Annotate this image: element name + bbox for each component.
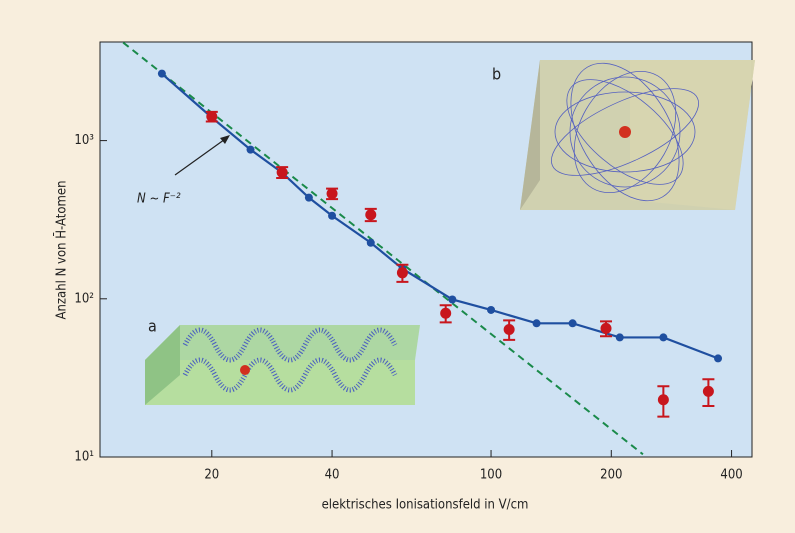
data-point [504,324,515,335]
data-point [327,188,338,199]
data-point [440,308,451,319]
data-point [277,167,288,178]
inset-a [145,325,420,405]
data-point [714,354,722,362]
x-tick-label: 100 [480,468,502,483]
data-point [365,209,376,220]
y-axis-label: Anzahl N von H̄-Atomen [54,180,69,319]
x-tick-label: 20 [204,468,219,483]
data-point [601,323,612,334]
data-point [533,319,541,327]
annotation: b [492,65,501,84]
annotation: a [148,317,157,336]
chart: a b N ~ F⁻² elektrisches Ionisationsfeld… [0,0,795,533]
inset-b [520,45,755,220]
data-point [158,70,166,78]
x-tick-label: 400 [720,468,742,483]
x-tick-label: 200 [600,468,622,483]
data-point [487,306,495,314]
data-point [658,394,669,405]
data-point [367,239,375,247]
data-point [659,333,667,341]
x-axis-label: elektrisches Ionisationsfeld in V/cm [322,498,529,513]
data-point [206,111,217,122]
x-tick-label: 40 [325,468,340,483]
data-point [616,333,624,341]
data-point [397,267,408,278]
data-point [703,386,714,397]
data-point [448,295,456,303]
y-tick-label: 10³ [74,133,94,148]
data-point [569,319,577,327]
data-point [328,212,336,220]
data-point [305,194,313,202]
y-tick-label: 10¹ [74,450,94,465]
y-tick-label: 10² [74,291,94,306]
annotation: N ~ F⁻² [137,192,181,207]
data-point [247,146,255,154]
